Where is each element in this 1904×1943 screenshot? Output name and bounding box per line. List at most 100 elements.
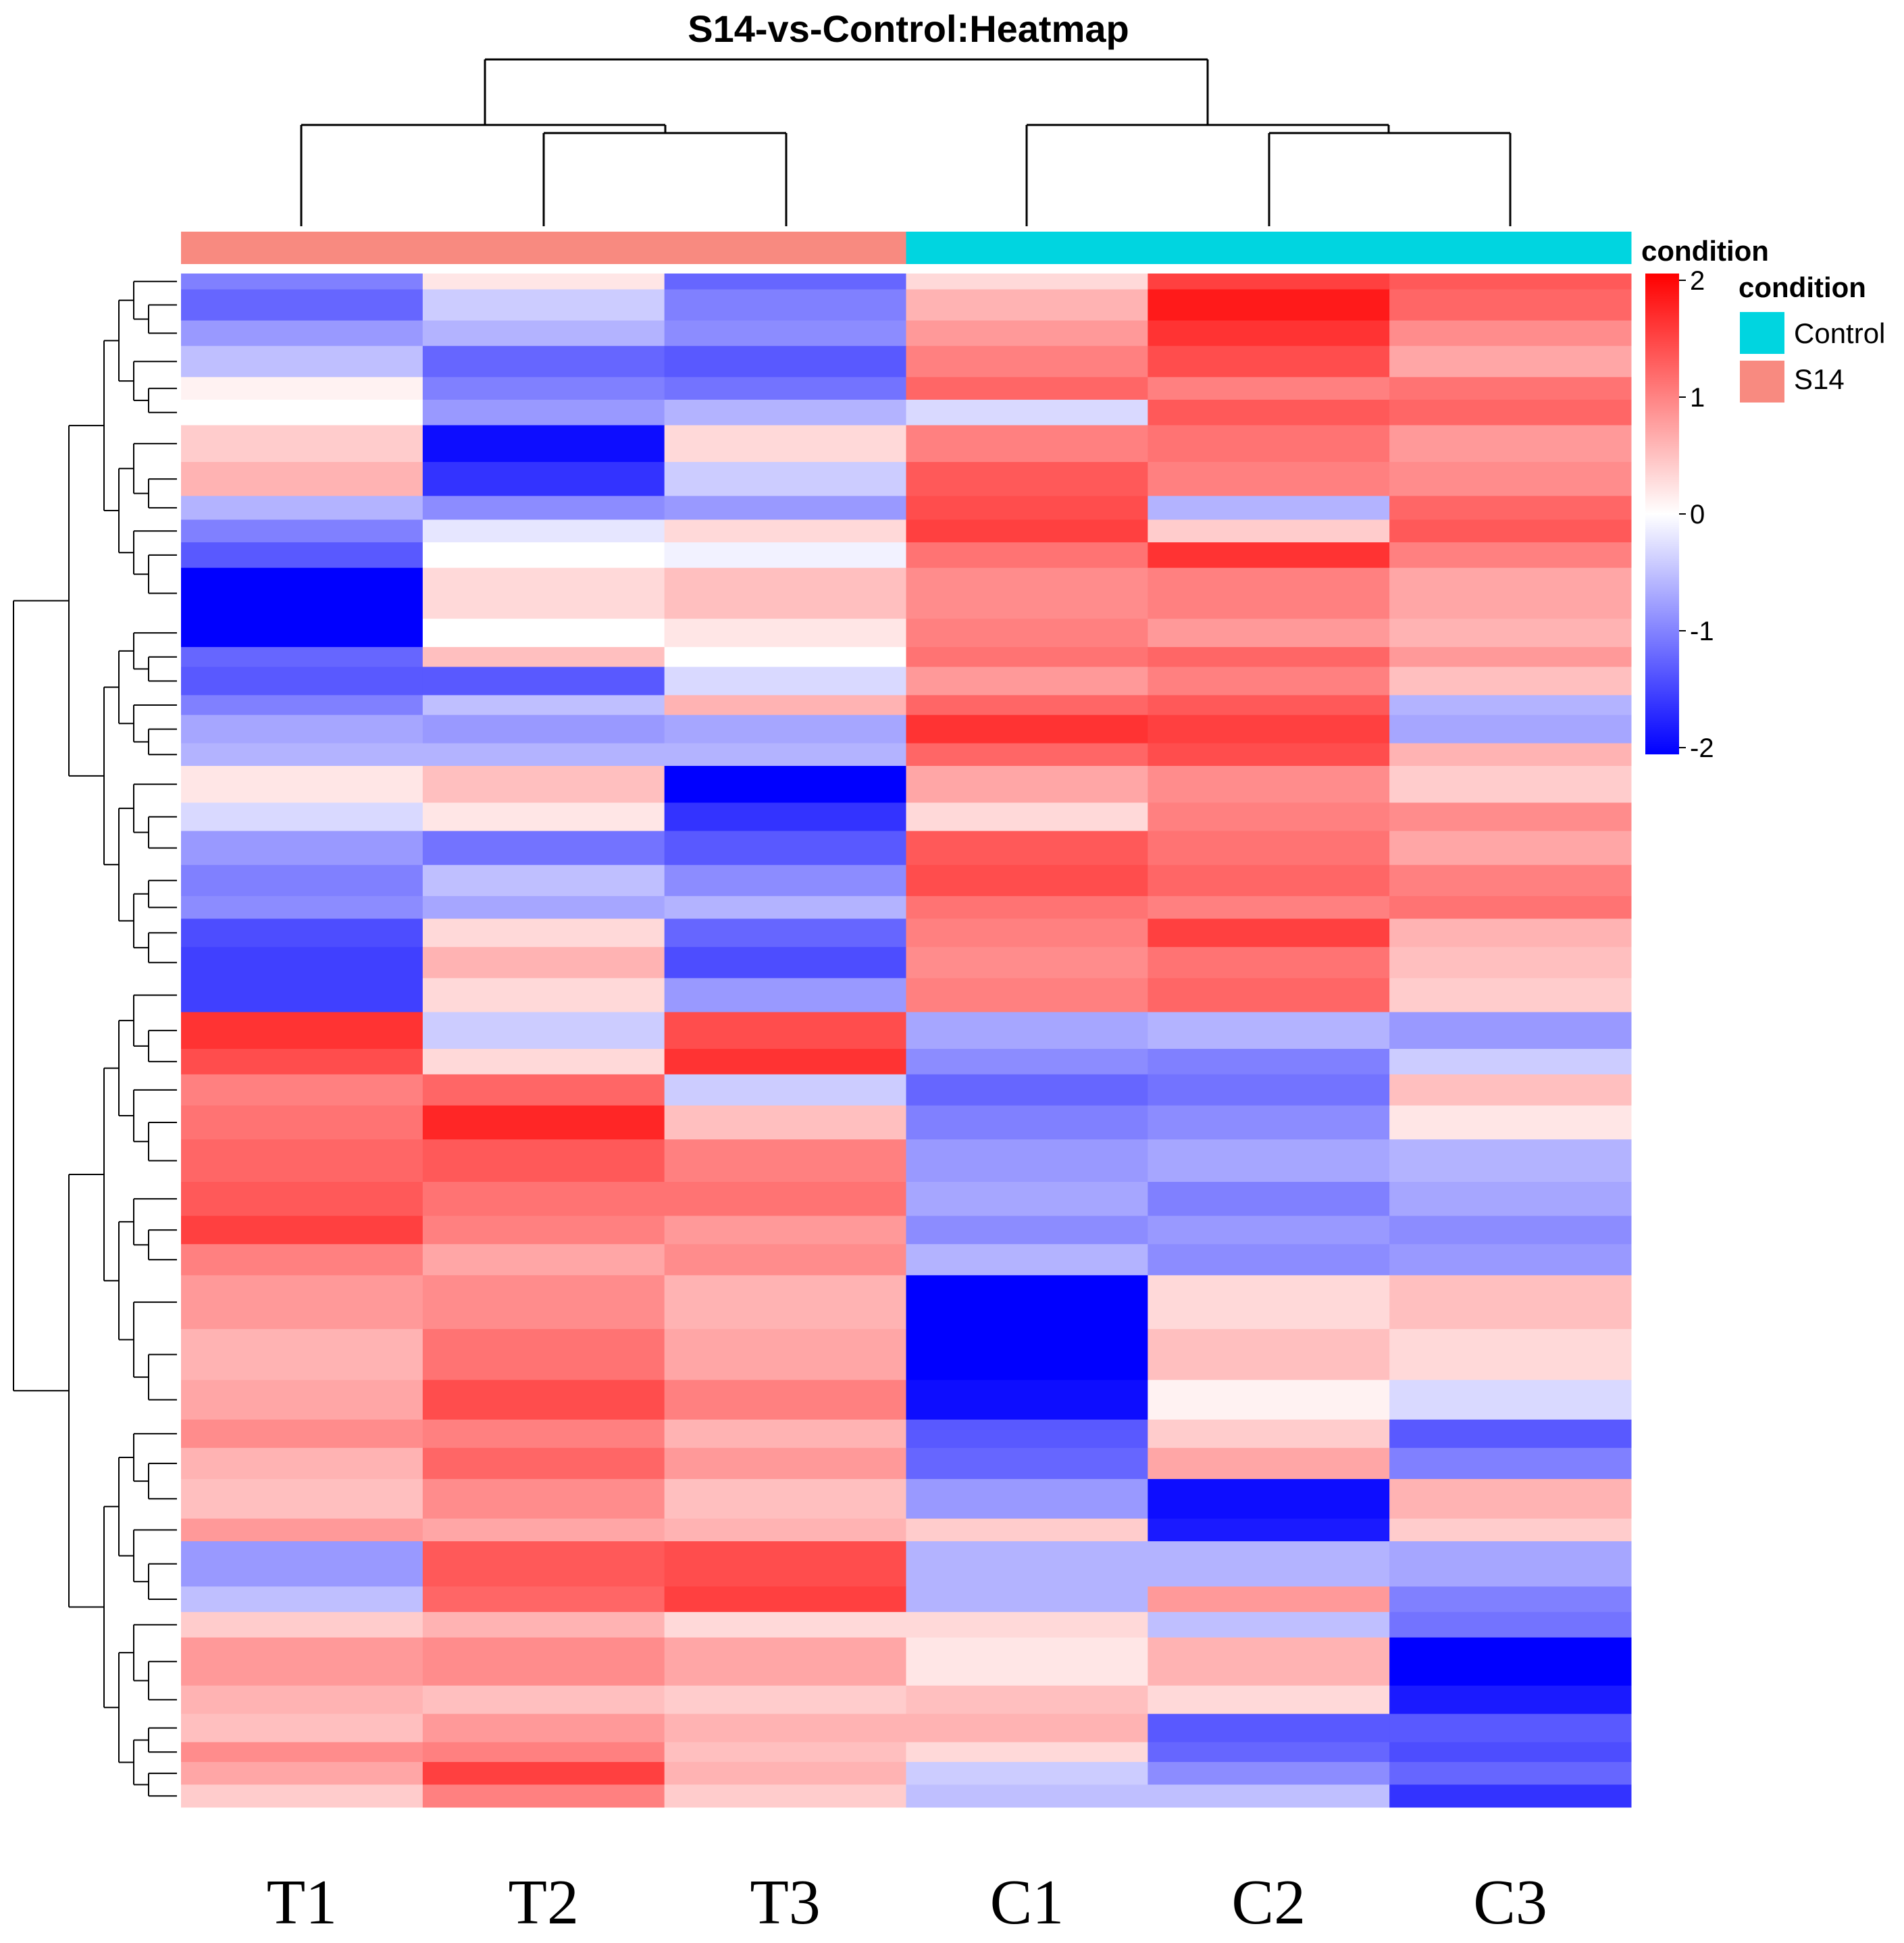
heatmap-cell [422, 1105, 665, 1140]
heatmap-cell [664, 289, 906, 321]
heatmap-cell [1148, 320, 1390, 346]
heatmap-cell [1148, 1541, 1390, 1587]
heatmap-cell [422, 1586, 665, 1613]
heatmap-cell [1389, 1012, 1632, 1050]
heatmap-cell [181, 1637, 423, 1686]
heatmap-cell [1148, 289, 1390, 321]
heatmap-cell [422, 1139, 665, 1183]
heatmap-cell [1148, 667, 1390, 696]
heatmap-cell [1389, 619, 1632, 648]
heatmap-cell [906, 667, 1148, 696]
chart-title: S14-vs-Control:Heatmap [688, 7, 1129, 50]
heatmap-cell [1389, 647, 1632, 667]
heatmap-cell [1389, 743, 1632, 767]
heatmap-cell [664, 896, 906, 919]
heatmap-cell [906, 1074, 1148, 1106]
heatmap-cell [181, 1784, 423, 1808]
heatmap-cell [181, 1380, 423, 1420]
heatmap-cell [1389, 1380, 1632, 1420]
heatmap-cell [906, 647, 1148, 667]
heatmap-cell [1389, 289, 1632, 321]
heatmap-cell [906, 1685, 1148, 1715]
heatmap-cell [422, 695, 665, 716]
scale-tick-label: -2 [1690, 733, 1714, 763]
heatmap-cell [664, 1637, 906, 1686]
heatmap-cell [1389, 1275, 1632, 1330]
heatmap-cell [181, 647, 423, 667]
annotation-cell [664, 232, 906, 264]
legend-title: condition [1739, 271, 1866, 303]
column-label: T2 [509, 1867, 579, 1938]
heatmap-cell [422, 715, 665, 744]
heatmap-cell [181, 1012, 423, 1050]
heatmap-cell [1148, 864, 1390, 897]
heatmap-cell [1389, 1139, 1632, 1183]
heatmap-cell [1148, 1713, 1390, 1743]
heatmap-cell [422, 896, 665, 919]
heatmap-cell [181, 831, 423, 866]
legend-label-s14: S14 [1794, 363, 1845, 395]
heatmap-cell [422, 1275, 665, 1330]
heatmap-cell [664, 346, 906, 378]
heatmap-cell [1148, 947, 1390, 979]
heatmap-cell [422, 1182, 665, 1216]
column-dendrogram [300, 58, 1512, 226]
heatmap-cell [906, 425, 1148, 463]
heatmap-cell [906, 320, 1148, 346]
heatmap-cell [1148, 1685, 1390, 1715]
heatmap-cell [664, 1784, 906, 1808]
heatmap-cell [1148, 1478, 1390, 1520]
heatmap-cell [1148, 425, 1390, 463]
heatmap-cell [1148, 1139, 1390, 1183]
heatmap-cell [906, 399, 1148, 426]
heatmap-cell [1389, 978, 1632, 1013]
heatmap-cell [664, 462, 906, 496]
heatmap-cell [1148, 1074, 1390, 1106]
heatmap-cell [906, 1244, 1148, 1276]
heatmap-cell [906, 802, 1148, 831]
heatmap-cell [906, 1784, 1148, 1808]
heatmap-cell [1148, 1419, 1390, 1449]
heatmap-cell [1389, 1784, 1632, 1808]
heatmap-cell [1148, 896, 1390, 919]
heatmap-cell [422, 567, 665, 619]
heatmap-cell [181, 399, 423, 426]
heatmap-cell [664, 399, 906, 426]
heatmap-cell [906, 1049, 1148, 1075]
heatmap-cell [422, 1611, 665, 1638]
heatmap-cell [1389, 1216, 1632, 1245]
heatmap-cell [664, 567, 906, 619]
heatmap-cell [906, 1713, 1148, 1743]
heatmap-cell [906, 1518, 1148, 1542]
heatmap-cell [181, 695, 423, 716]
heatmap-cell [664, 1478, 906, 1520]
heatmap-cell [1148, 918, 1390, 948]
heatmap-cell [181, 425, 423, 463]
heatmap-cell [664, 715, 906, 744]
heatmap-cell [906, 1216, 1148, 1245]
heatmap-cell [664, 831, 906, 866]
heatmap-cell [906, 462, 1148, 496]
heatmap-cell [181, 1216, 423, 1245]
heatmap-cell [1148, 496, 1390, 521]
heatmap-cell [664, 274, 906, 290]
heatmap-cell [181, 1518, 423, 1542]
heatmap-cell [181, 766, 423, 804]
heatmap-cell [1148, 1380, 1390, 1420]
heatmap-cell [1148, 1742, 1390, 1763]
heatmap-cell [906, 274, 1148, 290]
heatmap-cell [1389, 496, 1632, 521]
heatmap-cell [181, 1074, 423, 1106]
heatmap-cell [181, 667, 423, 696]
heatmap-cell [1389, 1182, 1632, 1216]
heatmap-cell [181, 320, 423, 346]
heatmap-cell [181, 1105, 423, 1140]
heatmap-cell [906, 1419, 1148, 1449]
condition-annotation-bar [181, 232, 1632, 264]
heatmap-cell [422, 947, 665, 979]
heatmap-cell [1389, 377, 1632, 400]
heatmap-cell [1389, 864, 1632, 897]
heatmap-cell [422, 1244, 665, 1276]
heatmap-cell [664, 766, 906, 804]
heatmap-cell [1148, 619, 1390, 648]
